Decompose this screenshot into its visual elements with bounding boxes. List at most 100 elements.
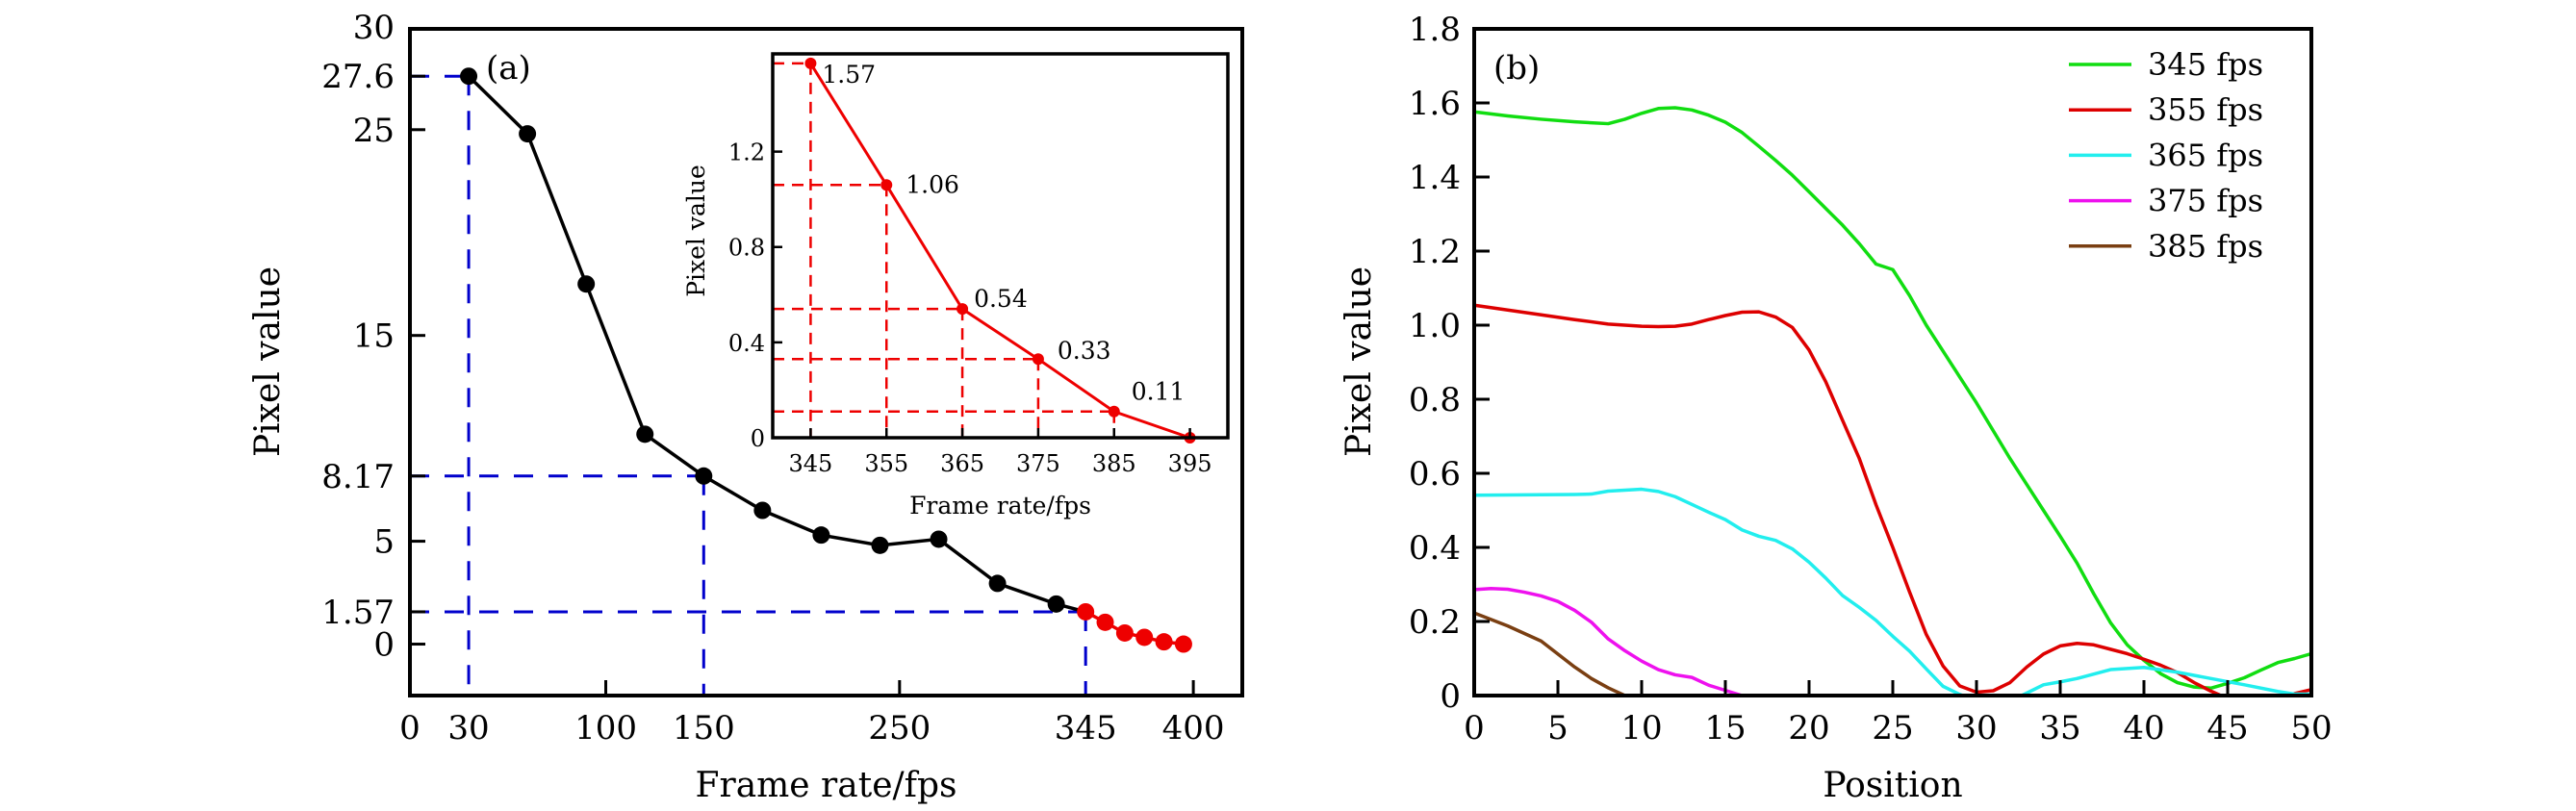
legend-label: 345 fps: [2148, 46, 2263, 83]
inset-series-group: [804, 57, 1196, 444]
y-tick-label: 1.2: [1409, 233, 1461, 271]
y-tick-label: 1.4: [1409, 159, 1461, 197]
panel-label: (b): [1493, 49, 1540, 88]
series-line-345-fps: [1473, 106, 2312, 691]
inset-y-tick-label: 0: [751, 425, 765, 452]
inset-annotations: 1.57 1.06 0.54 0.33 0.11: [822, 61, 1185, 406]
inset-chart: 345 355 365 375 385 395 0 0.4 0.8 1.2 1.57 1.06 0.…: [682, 52, 1230, 520]
y-axis-label: Pixel value: [1339, 266, 1379, 457]
y-tick-label: 1.57: [321, 594, 395, 632]
y-tick-label: 30: [353, 9, 395, 47]
data-point: [988, 574, 1007, 593]
legend-label: 355 fps: [2148, 91, 2263, 128]
legend-item: 355 fps: [2069, 91, 2263, 128]
data-point: [1077, 602, 1095, 621]
x-tick-label: 30: [447, 709, 489, 748]
data-point: [1096, 613, 1114, 631]
data-point: [871, 536, 889, 554]
inset-y-tick-label: 1.2: [728, 139, 765, 166]
x-tick-label: 30: [1955, 709, 1997, 748]
inset-x-axis-label: Frame rate/fps: [909, 492, 1091, 520]
inset-data-point: [804, 57, 817, 69]
inset-data-point: [1108, 405, 1120, 418]
x-tick-label: 345: [1055, 709, 1117, 748]
y-tick-label: 0: [1440, 677, 1461, 716]
x-tick-label: 5: [1547, 709, 1569, 748]
legend-item: 375 fps: [2069, 183, 2263, 219]
x-tick-labels: 0 5 10 15 20 25 30 35 40 45 50: [1464, 709, 2332, 748]
inset-value-annotation: 0.33: [1058, 337, 1111, 365]
legend-label: 375 fps: [2148, 183, 2263, 219]
panel-a: 0 30 100 150 250 345 400 01.5758.17152527.630 …: [248, 9, 1244, 805]
y-tick-label: 1.8: [1409, 11, 1461, 49]
x-tick-label: 150: [673, 709, 735, 748]
legend-item: 365 fps: [2069, 137, 2263, 173]
y-axis-label: Pixel value: [248, 266, 288, 457]
inset-data-point: [1032, 353, 1044, 366]
plot-frame: [1472, 27, 2313, 697]
inset-x-tick-label: 365: [940, 450, 984, 477]
y-tick-label: 15: [353, 317, 395, 356]
inset-y-axis-label: Pixel value: [682, 165, 710, 297]
tick-marks: [410, 74, 1195, 696]
reference-lines: [410, 74, 1087, 696]
x-tick-label: 10: [1620, 709, 1662, 748]
x-tick-label: 15: [1704, 709, 1746, 748]
data-point: [930, 530, 948, 548]
y-tick-label: 27.6: [321, 58, 395, 96]
y-tick-label: 0.4: [1409, 529, 1461, 568]
data-point: [1174, 635, 1192, 653]
legend-label: 385 fps: [2148, 228, 2263, 265]
series-line-black: [467, 74, 1086, 614]
data-point: [1047, 595, 1065, 613]
inset-tick-marks: [773, 150, 1191, 440]
x-tick-label: 50: [2290, 709, 2332, 748]
inset-value-annotation: 1.06: [905, 170, 959, 198]
y-tick-labels: 0 0.2 0.4 0.6 0.8 1.0 1.2 1.4 1.6 1.8: [1409, 11, 1461, 716]
y-tick-labels: 01.57 5 8.17 15 25 27.6 30: [321, 9, 395, 665]
plot-frame: [408, 27, 1244, 697]
x-axis-label: Position: [1823, 766, 1962, 805]
y-tick-label: 1.0: [1409, 307, 1461, 345]
inset-x-tick-label: 345: [789, 450, 833, 477]
y-tick-label: 0.6: [1409, 455, 1461, 494]
inset-data-point: [880, 179, 893, 191]
inset-reference-lines: [773, 62, 1115, 438]
x-tick-label: 100: [574, 709, 637, 748]
inset-data-point: [956, 303, 969, 316]
data-point: [695, 467, 713, 485]
data-point: [1115, 623, 1134, 642]
data-point: [1135, 628, 1154, 646]
y-tick-label: 0: [373, 626, 395, 665]
inset-y-tick-label: 0.8: [728, 235, 765, 262]
inset-x-tick-label: 395: [1168, 450, 1212, 477]
legend-label: 365 fps: [2148, 137, 2263, 173]
tick-marks: [1472, 27, 2313, 697]
y-tick-label: 1.6: [1409, 85, 1461, 123]
panel-b: 0 5 10 15 20 25 30 35 40 45 50 0 0.2 0.4 0.6 0.8 1.0 1.2…: [1339, 11, 2333, 805]
inset-x-tick-label: 375: [1016, 450, 1060, 477]
series-group: [460, 67, 1192, 653]
x-tick-label: 0: [1464, 709, 1485, 748]
x-tick-label: 250: [868, 709, 931, 748]
y-tick-label: 0.8: [1409, 381, 1461, 419]
data-point: [812, 526, 830, 545]
inset-y-tick-labels: 0 0.4 0.8 1.2: [728, 139, 765, 452]
inset-background: [773, 54, 1228, 438]
panel-label: (a): [486, 49, 531, 88]
x-tick-labels: 0 30 100 150 250 345 400: [399, 709, 1224, 748]
y-tick-label: 25: [353, 112, 395, 150]
inset-series-line: [809, 63, 1191, 440]
data-point: [577, 275, 596, 293]
series-line-355-fps: [1473, 303, 2312, 697]
x-tick-label: 40: [2123, 709, 2164, 748]
x-tick-label: 400: [1162, 709, 1225, 748]
inset-x-tick-labels: 345 355 365 375 385 395: [789, 450, 1212, 477]
data-point: [636, 425, 654, 444]
x-tick-label: 0: [399, 709, 421, 748]
x-tick-label: 20: [1788, 709, 1829, 748]
inset-x-tick-label: 355: [864, 450, 908, 477]
data-point: [753, 501, 772, 520]
inset-y-tick-label: 0.4: [728, 330, 765, 357]
legend: 345 fps 355 fps 365 fps 375 fps 385 fps: [2069, 46, 2263, 265]
